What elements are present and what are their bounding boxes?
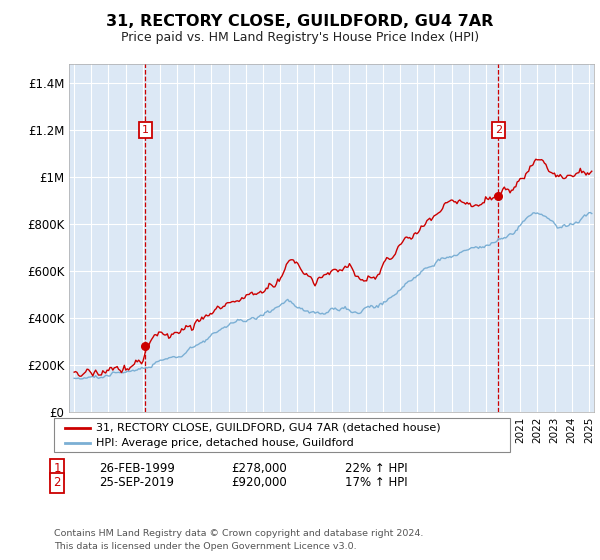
Text: Contains HM Land Registry data © Crown copyright and database right 2024.
This d: Contains HM Land Registry data © Crown c… [54,529,424,552]
Text: 17% ↑ HPI: 17% ↑ HPI [345,476,407,489]
Text: 22% ↑ HPI: 22% ↑ HPI [345,462,407,475]
Text: HPI: Average price, detached house, Guildford: HPI: Average price, detached house, Guil… [96,437,354,447]
Text: Price paid vs. HM Land Registry's House Price Index (HPI): Price paid vs. HM Land Registry's House … [121,31,479,44]
Text: 1: 1 [142,125,149,135]
Text: 2: 2 [53,476,61,489]
Text: 25-SEP-2019: 25-SEP-2019 [99,476,174,489]
Text: £920,000: £920,000 [231,476,287,489]
Text: £278,000: £278,000 [231,462,287,475]
Text: 26-FEB-1999: 26-FEB-1999 [99,462,175,475]
Text: 31, RECTORY CLOSE, GUILDFORD, GU4 7AR (detached house): 31, RECTORY CLOSE, GUILDFORD, GU4 7AR (d… [96,423,440,433]
Text: 2: 2 [495,125,502,135]
Text: 1: 1 [53,462,61,475]
Text: 31, RECTORY CLOSE, GUILDFORD, GU4 7AR: 31, RECTORY CLOSE, GUILDFORD, GU4 7AR [106,14,494,29]
